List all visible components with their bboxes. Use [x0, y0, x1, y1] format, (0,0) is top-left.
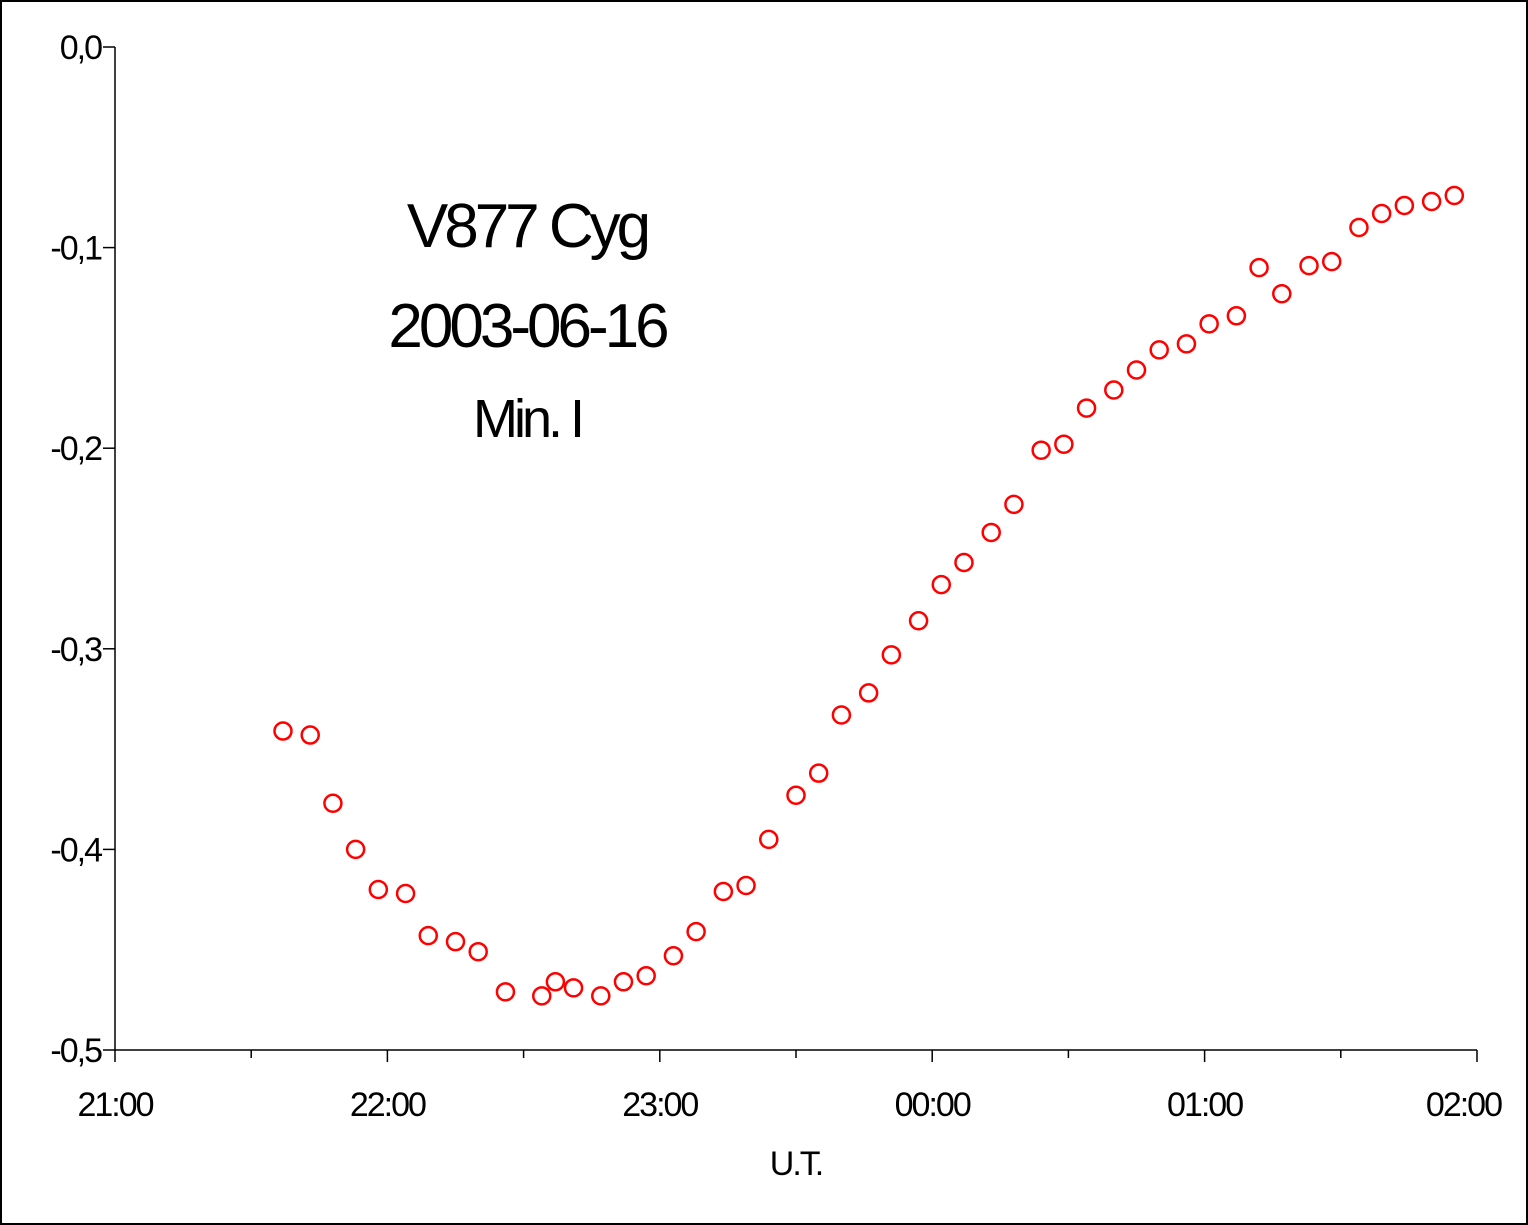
data-point: [736, 875, 756, 896]
y-tick-label: -0,4: [50, 831, 102, 869]
y-tick-label: -0,5: [50, 1032, 102, 1070]
data-point: [468, 941, 488, 962]
data-point: [1104, 380, 1124, 400]
y-ticks: 0,0 -0,1 -0,2 -0,3 -0,4 -0,5: [50, 29, 115, 1070]
x-tick-label: 01:00: [1167, 1086, 1243, 1124]
data-point: [686, 921, 706, 942]
data-point: [1199, 314, 1219, 334]
data-point: [1394, 195, 1415, 216]
x-axis-title: U.T.: [770, 1145, 822, 1183]
annotation-minimum: Min. I: [473, 389, 581, 449]
data-point: [636, 966, 656, 986]
data-point: [1349, 217, 1369, 238]
data-point: [1054, 434, 1074, 454]
data-point: [858, 683, 879, 703]
data-point: [613, 972, 634, 992]
data-point: [418, 925, 439, 946]
data-point: [591, 986, 611, 1006]
data-point: [1321, 251, 1342, 272]
data-point: [1272, 283, 1292, 304]
x-ticks: 21:00 22:00 23:00 00:00 01:00 02:00: [77, 1050, 1504, 1124]
data-point: [345, 839, 366, 860]
data-point: [395, 883, 416, 904]
chart-annotations: V877 Cyg 2003-06-16 Min. I: [388, 192, 671, 449]
x-tick-label: 22:00: [350, 1086, 426, 1124]
data-point: [1126, 360, 1147, 380]
data-point: [323, 793, 343, 814]
y-tick-label: -0,3: [50, 631, 102, 669]
y-tick-label: -0,2: [50, 430, 102, 468]
data-point: [831, 705, 852, 725]
data-point: [663, 945, 684, 966]
y-tick-label: -0,1: [50, 230, 102, 268]
data-point: [1226, 306, 1247, 326]
data-points: [273, 185, 1465, 1006]
x-tick-label: 02:00: [1426, 1086, 1502, 1124]
data-point: [1444, 185, 1465, 206]
data-point: [563, 978, 584, 998]
data-point: [1299, 255, 1319, 276]
data-point: [1249, 257, 1269, 278]
data-point: [786, 785, 806, 805]
data-point: [532, 986, 552, 1006]
data-point: [300, 725, 320, 745]
axes: 0,0 -0,1 -0,2 -0,3 -0,4 -0,5 21:00 22:00 23:00 0…: [50, 29, 1504, 1124]
data-point: [954, 552, 974, 573]
data-point: [1421, 191, 1442, 212]
data-point: [713, 881, 734, 902]
annotation-star-name: V877 Cyg: [407, 192, 648, 261]
annotation-date: 2003-06-16: [388, 292, 667, 361]
data-point: [545, 972, 566, 992]
x-tick-label: 23:00: [622, 1086, 698, 1124]
x-tick-label: 00:00: [895, 1086, 971, 1124]
data-point: [445, 931, 466, 952]
y-tick-label: 0,0: [60, 29, 102, 67]
data-point: [908, 610, 929, 631]
data-point: [1149, 340, 1169, 360]
data-point: [1076, 398, 1097, 418]
data-point: [1004, 494, 1024, 515]
data-point: [1371, 203, 1392, 224]
data-point: [931, 574, 952, 595]
data-point: [273, 721, 293, 741]
data-point: [881, 645, 902, 665]
data-point: [368, 879, 389, 900]
data-point: [759, 829, 779, 850]
data-point: [808, 763, 829, 783]
data-point: [981, 522, 1001, 543]
data-point: [495, 982, 516, 1002]
data-point: [1176, 334, 1197, 354]
data-point: [1031, 440, 1051, 460]
x-tick-label: 21:00: [77, 1086, 153, 1124]
